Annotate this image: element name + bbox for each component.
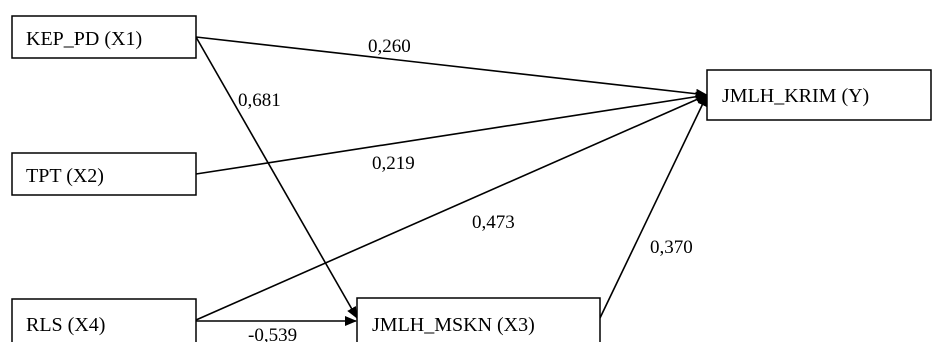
node-x3-label: JMLH_MSKN (X3) — [372, 314, 535, 336]
node-x2-box — [11, 152, 197, 196]
node-x2-label: TPT (X2) — [26, 165, 104, 187]
node-x2: TPT (X2) — [11, 152, 197, 196]
coefficient-x2-y: 0,219 — [372, 153, 415, 174]
coefficient-x4-y: 0,473 — [472, 212, 515, 233]
edge-x3-to-y — [599, 94, 708, 319]
node-x3: JMLH_MSKN (X3) — [356, 297, 601, 342]
edge-x2-to-y — [195, 91, 708, 175]
node-y-label: JMLH_KRIM (Y) — [722, 85, 869, 107]
edge-x1-to-x3 — [195, 36, 358, 319]
coefficient-x3-y: 0,370 — [650, 237, 693, 258]
edge-labels: 0,260 0,681 0,219 0,473 0,370 -0,539 — [238, 36, 693, 342]
node-x4-label: RLS (X4) — [26, 314, 105, 336]
coefficient-x1-y: 0,260 — [368, 36, 411, 57]
node-x4-box — [11, 298, 197, 342]
coefficient-x4-x3: -0,539 — [248, 325, 297, 342]
coefficient-x1-x3: 0,681 — [238, 90, 281, 111]
node-x1: KEP_PD (X1) — [11, 15, 197, 59]
node-x1-label: KEP_PD (X1) — [26, 28, 142, 50]
edge-x4-to-y — [195, 94, 708, 321]
node-y: JMLH_KRIM (Y) — [706, 69, 932, 121]
node-y-box — [706, 69, 932, 121]
node-x3-box — [356, 297, 601, 342]
edge-x1-to-y — [195, 36, 708, 99]
node-x4: RLS (X4) — [11, 298, 197, 342]
edges — [195, 36, 708, 326]
node-x1-box — [11, 15, 197, 59]
